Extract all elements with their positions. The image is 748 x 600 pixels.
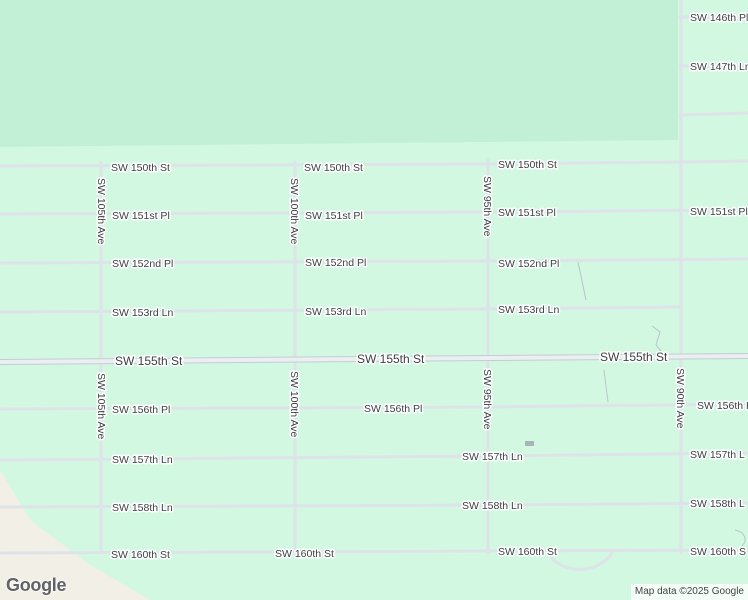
road-sw160th-st [0, 548, 748, 555]
road-north-spur [678, 111, 748, 117]
label-sw100th-ave: SW 100th Ave [288, 371, 300, 438]
creek-line [577, 261, 587, 301]
road-sw152nd-pl [0, 257, 748, 265]
label-sw150th-st: SW 150th St [111, 162, 170, 174]
creek-line-2 [603, 369, 609, 403]
label-sw153rd-ln: SW 153rd Ln [305, 306, 366, 318]
park-area [0, 0, 678, 147]
label-sw160th-st: SW 160th S [690, 546, 746, 558]
label-sw105th-ave: SW 105th Ave [95, 373, 107, 440]
label-sw157th-ln: SW 157th Ln [462, 451, 523, 463]
label-sw160th-st: SW 160th St [498, 546, 557, 558]
label-sw153rd-ln: SW 153rd Ln [112, 307, 173, 319]
label-sw90th-ave: SW 90th Ave [674, 368, 686, 429]
label-sw156th-pl: SW 156th Pl [112, 404, 170, 416]
road-sw151st-pl [0, 208, 748, 216]
label-sw156th-pl: SW 156th Pl [364, 403, 422, 415]
label-sw152nd-pl: SW 152nd Pl [112, 258, 173, 270]
road-sw158th-ln [0, 501, 748, 509]
map-attribution[interactable]: Map data ©2025 Google [630, 584, 748, 600]
sand-area [0, 470, 150, 600]
label-sw156th-pl: SW 156th Pl [697, 400, 748, 412]
label-sw153rd-ln: SW 153rd Ln [498, 304, 559, 316]
label-sw158th-ln: SW 158th Ln [112, 502, 173, 514]
label-sw151st-pl: SW 151st Pl [498, 207, 556, 219]
label-sw151st-pl: SW 151st Pl [690, 206, 748, 218]
label-sw95th-ave: SW 95th Ave [481, 176, 493, 237]
label-sw155th-st: SW 155th St [357, 352, 425, 366]
label-sw151st-pl: SW 151st Pl [305, 210, 363, 222]
label-sw158th-ln: SW 158th L [690, 498, 745, 510]
road-sw155th-st-fill [0, 354, 748, 364]
road-network [0, 0, 748, 571]
label-sw158th-ln: SW 158th Ln [462, 500, 523, 512]
avenue-labels: SW 105th Ave SW 105th Ave SW 100th Ave S… [94, 175, 688, 442]
road-sw157th-ln [0, 451, 748, 462]
label-sw155th-st: SW 155th St [600, 350, 668, 364]
label-sw155th-st: SW 155th St [115, 354, 183, 368]
label-sw150th-st: SW 150th St [304, 162, 363, 174]
label-sw157th-ln: SW 157th L [690, 449, 745, 461]
road-sw156th-pl [0, 402, 748, 411]
google-logo[interactable]: Google [6, 575, 67, 595]
trail-path [651, 325, 663, 353]
road-sw153rd-ln [0, 305, 682, 314]
label-sw147th-ln: SW 147th Ln [690, 61, 748, 73]
label-sw150th-st: SW 150th St [498, 159, 557, 171]
street-labels: SW 146th Pl SW 147th Ln SW 150th St SW 1… [110, 11, 748, 563]
road-loop [546, 549, 614, 571]
label-sw160th-st: SW 160th St [275, 548, 334, 560]
label-sw146th-pl: SW 146th Pl [690, 12, 748, 24]
label-sw157th-ln: SW 157th Ln [112, 454, 173, 466]
label-sw160th-st: SW 160th St [111, 549, 170, 561]
creek-line-3 [734, 529, 746, 547]
label-sw152nd-pl: SW 152nd Pl [305, 257, 366, 269]
label-sw95th-ave: SW 95th Ave [481, 369, 493, 430]
road-sw150th-st [0, 159, 748, 168]
label-sw100th-ave: SW 100th Ave [288, 178, 300, 245]
label-sw152nd-pl: SW 152nd Pl [498, 258, 559, 270]
label-sw105th-ave: SW 105th Ave [95, 178, 107, 245]
small-building [525, 441, 534, 446]
label-sw151st-pl: SW 151st Pl [112, 210, 170, 222]
